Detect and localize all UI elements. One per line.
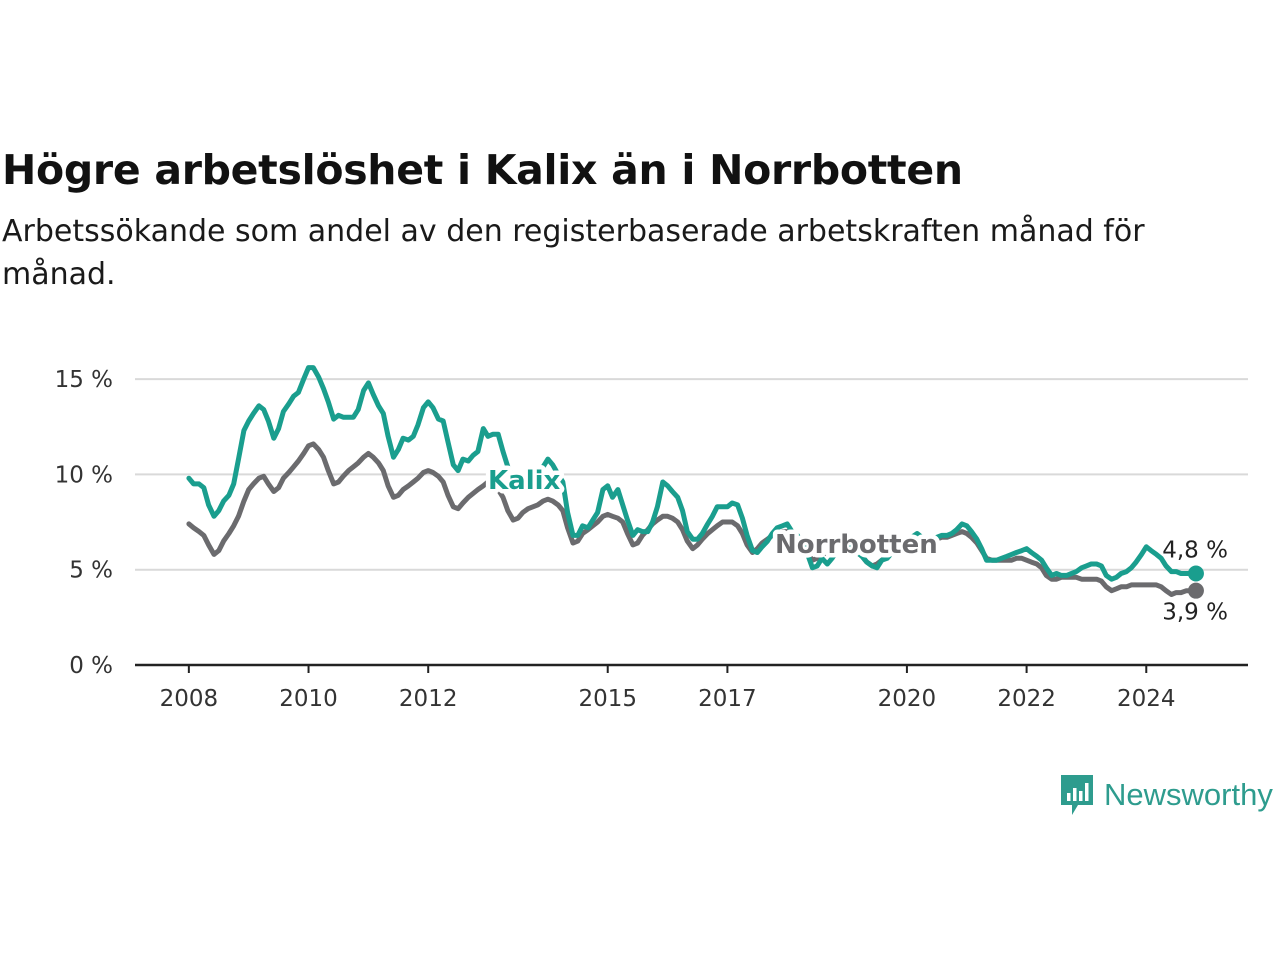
chart-subtitle: Arbetssökande som andel av den registerb… [2,214,1145,292]
line-chart: 0 % 5 % 10 % 15 % 2008 2010 2012 2015 2017 2020 20… [55,365,1248,712]
newsworthy-logo-icon [1061,775,1093,815]
x-tick-label: 2012 [399,686,458,712]
series-line-norrbotten [186,441,1199,597]
x-tick-label: 2020 [878,686,937,712]
series-label-kalix: Kalix [488,466,561,496]
y-tick-label: 5 % [69,558,113,584]
x-tick-label: 2024 [1117,686,1176,712]
end-label-norrbotten: 3,9 % [1162,600,1228,626]
x-tick-label: 2017 [698,686,757,712]
x-tick-label: 2010 [279,686,338,712]
chart-title: Högre arbetslöshet i Kalix än i Norrbott… [2,146,963,194]
series-lines [186,365,1204,599]
series-end-point-kalix [1187,565,1204,582]
brand-name: Newsworthy [1104,777,1273,812]
y-tick-label: 10 % [55,462,113,488]
x-tick-label: 2015 [578,686,637,712]
newsworthy-logo: Newsworthy [1058,772,1273,818]
series-label-norrbotten: Norrbotten [775,530,938,560]
labels: 4,8 % 3,9 % Kalix Norrbotten [484,462,1228,626]
series-end-point-norrbotten [1187,582,1204,599]
y-tick-label: 15 % [55,367,113,393]
end-label-kalix: 4,8 % [1162,538,1228,564]
x-tick-label: 2008 [160,686,219,712]
y-tick-label: 0 % [69,653,113,679]
series-line-kalix [186,365,1199,582]
x-tick-label: 2022 [997,686,1056,712]
axes: 0 % 5 % 10 % 15 % 2008 2010 2012 2015 2017 2020 20… [55,367,1248,712]
